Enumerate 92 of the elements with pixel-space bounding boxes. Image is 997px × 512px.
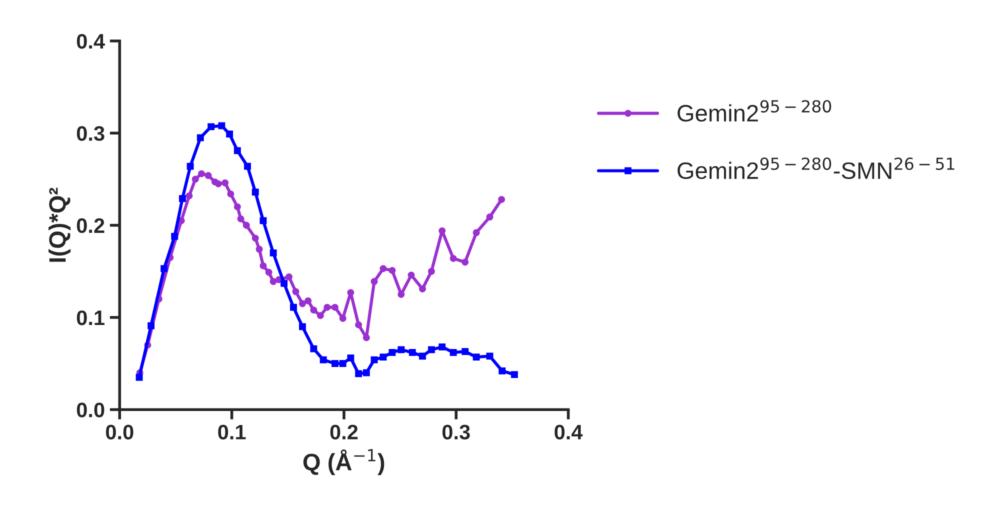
point xyxy=(186,162,194,170)
point xyxy=(380,354,387,361)
x-axis-title: Q (Å$^{−1}$) xyxy=(303,449,384,476)
y-tick-label: 0.2 xyxy=(76,218,104,234)
point xyxy=(438,343,446,350)
point xyxy=(198,170,205,178)
point xyxy=(370,356,378,364)
point xyxy=(362,334,370,342)
point xyxy=(280,280,288,287)
point xyxy=(310,345,318,352)
point xyxy=(347,354,354,362)
y-tick-label: 0.3 xyxy=(76,126,104,141)
point xyxy=(362,369,370,376)
point xyxy=(419,285,426,292)
y-tick-label: 0.1 xyxy=(76,310,104,326)
x-tick-label: 0.2 xyxy=(330,424,358,440)
point xyxy=(472,229,480,236)
point xyxy=(472,354,480,361)
point xyxy=(160,265,168,272)
point xyxy=(227,190,234,198)
point xyxy=(388,266,396,274)
point xyxy=(380,265,387,272)
point xyxy=(196,134,204,142)
point xyxy=(237,215,244,222)
point xyxy=(310,306,318,314)
point xyxy=(234,147,241,154)
point xyxy=(462,348,469,356)
point xyxy=(398,346,405,354)
point xyxy=(186,192,193,200)
point xyxy=(316,312,324,320)
point xyxy=(428,268,435,275)
point xyxy=(148,322,155,330)
point xyxy=(290,304,297,311)
point xyxy=(332,304,338,311)
x-tick-label: 0.4 xyxy=(554,424,583,440)
point xyxy=(510,371,518,378)
point xyxy=(256,246,263,253)
point xyxy=(355,370,362,378)
point xyxy=(339,314,346,322)
point xyxy=(332,360,338,367)
point xyxy=(462,258,469,266)
point xyxy=(171,232,178,240)
point xyxy=(270,278,277,285)
point xyxy=(270,249,277,256)
point xyxy=(234,203,241,210)
point xyxy=(298,323,306,330)
point xyxy=(408,348,416,356)
point xyxy=(260,262,267,270)
point xyxy=(498,196,506,203)
point xyxy=(244,162,251,170)
y-tick-label: 0.0 xyxy=(76,402,104,418)
point xyxy=(242,222,250,229)
point xyxy=(222,179,229,186)
point xyxy=(347,289,354,296)
legend-label: Gemin2$^{95−280}$ xyxy=(678,100,832,122)
point xyxy=(370,278,378,285)
x-tick-label: 0.3 xyxy=(442,424,470,440)
point xyxy=(265,268,272,276)
point xyxy=(320,356,327,364)
point xyxy=(298,300,306,308)
y-tick-label: 0.4 xyxy=(76,34,105,49)
point xyxy=(204,172,212,179)
point xyxy=(388,348,396,356)
point xyxy=(450,348,457,356)
legend-label: Gemin2$^{95−280}$-SMN$^{26−51}$ xyxy=(678,158,954,180)
point xyxy=(419,352,426,360)
point xyxy=(214,180,222,188)
point xyxy=(218,122,226,130)
point xyxy=(226,130,234,138)
point xyxy=(438,227,446,234)
point xyxy=(178,195,186,202)
point xyxy=(408,272,415,279)
point xyxy=(324,304,331,311)
point xyxy=(192,176,199,183)
x-tick-label: 0.1 xyxy=(218,424,246,440)
point xyxy=(486,352,494,360)
point xyxy=(208,123,215,130)
point xyxy=(252,188,259,196)
point xyxy=(292,288,300,296)
point xyxy=(286,273,292,280)
point xyxy=(304,297,312,304)
point xyxy=(428,346,435,354)
x-tick-label: 0.0 xyxy=(106,424,134,440)
point xyxy=(498,367,506,374)
point xyxy=(136,374,143,381)
point xyxy=(339,360,346,367)
point xyxy=(355,321,362,328)
point xyxy=(252,234,259,242)
point xyxy=(486,214,494,220)
point xyxy=(450,254,457,262)
point xyxy=(260,217,267,224)
y-axis-title: I(Q)*Q² xyxy=(48,188,71,262)
